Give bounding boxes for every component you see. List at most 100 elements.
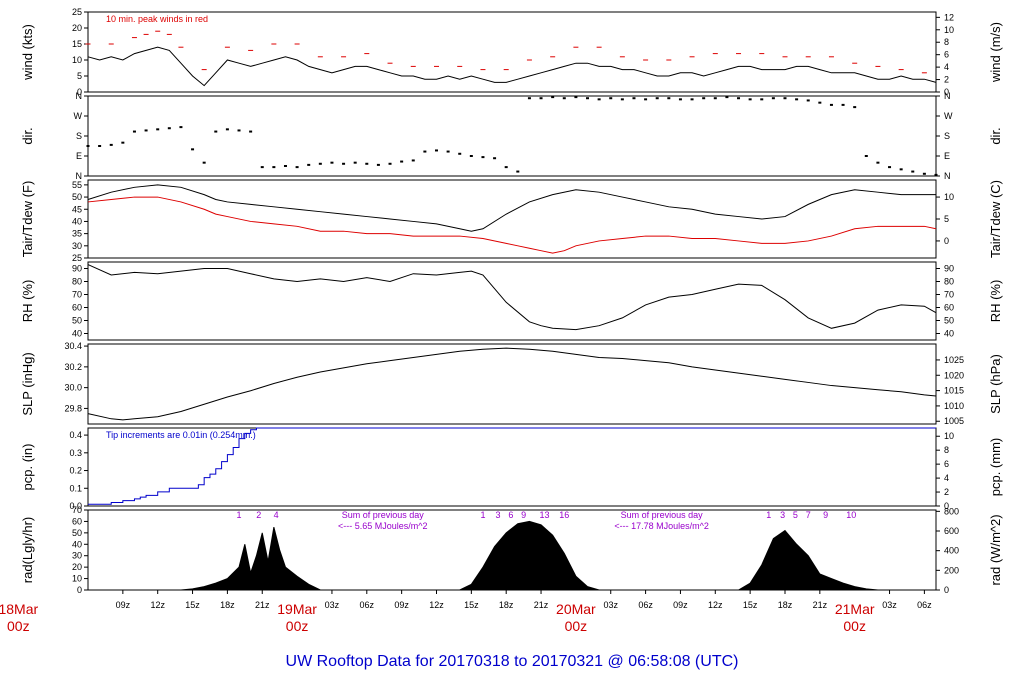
series-line-tdew bbox=[87, 196, 937, 254]
left-tick-label: 30 bbox=[72, 551, 82, 561]
direction-point bbox=[795, 98, 799, 101]
left-tick-label: 40 bbox=[72, 539, 82, 549]
direction-point bbox=[202, 161, 206, 164]
direction-point bbox=[283, 165, 287, 167]
y-axis-label-right: pcp. (mm) bbox=[988, 438, 1003, 497]
panel-annotation: Tip increments are 0.01in (0.254mm.) bbox=[106, 430, 256, 440]
left-tick-label: 30 bbox=[72, 241, 82, 251]
right-tick-label: 12 bbox=[944, 12, 954, 22]
right-tick-label: 40 bbox=[944, 329, 954, 339]
direction-point bbox=[586, 97, 590, 100]
hour-marker: 3 bbox=[780, 510, 785, 520]
direction-point bbox=[690, 98, 694, 101]
direction-point bbox=[388, 162, 392, 165]
direction-point bbox=[260, 166, 264, 169]
hour-marker: 13 bbox=[540, 510, 550, 520]
right-tick-label: 1010 bbox=[944, 401, 964, 411]
x-tick-label: 15z bbox=[743, 600, 758, 610]
y-axis-label-left: rad(Lgly/hr) bbox=[20, 517, 35, 583]
date-label-day: 19Mar bbox=[277, 601, 317, 617]
direction-point bbox=[98, 145, 102, 147]
left-tick-label: 55 bbox=[72, 180, 82, 190]
panel-frame bbox=[87, 343, 937, 425]
right-tick-label: 2 bbox=[944, 75, 949, 85]
right-tick-label: E bbox=[944, 151, 950, 161]
right-tick-label: 4 bbox=[944, 62, 949, 72]
x-tick-label: 15z bbox=[185, 600, 200, 610]
left-tick-label: 20 bbox=[72, 562, 82, 572]
direction-point bbox=[225, 128, 229, 131]
right-tick-label: 400 bbox=[944, 546, 959, 556]
right-tick-label: 0 bbox=[944, 585, 949, 595]
right-tick-label: W bbox=[944, 111, 953, 121]
hour-marker: 1 bbox=[237, 510, 242, 520]
left-tick-label: 45 bbox=[72, 204, 82, 214]
direction-point bbox=[818, 101, 822, 104]
direction-point bbox=[771, 97, 775, 100]
panel-wind: 0 5 10 15 20 25 0 2 4 6 8 10 12 wind (kts) wind (m/s) 1… bbox=[20, 7, 1003, 97]
direction-point bbox=[678, 98, 682, 101]
direction-point bbox=[632, 97, 636, 100]
y-axis-label-left: Tair/Tdew (F) bbox=[20, 181, 35, 258]
hour-marker: 16 bbox=[559, 510, 569, 520]
chart-title: UW Rooftop Data for 20170318 to 20170321… bbox=[286, 653, 739, 670]
right-tick-label: 1015 bbox=[944, 386, 964, 396]
y-axis-label-left: pcp. (in) bbox=[20, 444, 35, 491]
hour-marker: 9 bbox=[823, 510, 828, 520]
x-tick-label: 03z bbox=[325, 600, 340, 610]
right-tick-label: 600 bbox=[944, 526, 959, 536]
left-tick-label: 60 bbox=[72, 516, 82, 526]
y-axis-label-right: dir. bbox=[988, 127, 1003, 144]
x-tick-label: 21z bbox=[813, 600, 828, 610]
direction-point bbox=[481, 156, 485, 159]
date-label-time: 00z bbox=[843, 618, 866, 634]
x-tick-label: 12z bbox=[708, 600, 723, 610]
direction-point bbox=[504, 166, 508, 169]
series-line-precip bbox=[88, 427, 936, 505]
direction-point bbox=[655, 97, 659, 100]
date-label-day: 18Mar bbox=[0, 601, 38, 617]
direction-point bbox=[214, 130, 218, 133]
direction-point bbox=[376, 163, 380, 166]
direction-point bbox=[934, 173, 938, 176]
direction-point bbox=[469, 155, 473, 157]
x-tick-label: 06z bbox=[638, 600, 653, 610]
hour-marker: 1 bbox=[766, 510, 771, 520]
right-tick-label: 0 bbox=[944, 87, 949, 97]
hour-marker: 6 bbox=[508, 510, 513, 520]
left-tick-label: 30.2 bbox=[64, 362, 82, 372]
direction-point bbox=[574, 96, 578, 99]
direction-point bbox=[307, 163, 311, 166]
y-axis-label-left: wind (kts) bbox=[20, 24, 35, 81]
x-tick-label: 09z bbox=[116, 600, 131, 610]
left-tick-label: 10 bbox=[72, 55, 82, 65]
right-tick-label: 60 bbox=[944, 303, 954, 313]
direction-point bbox=[365, 162, 369, 165]
direction-point bbox=[737, 97, 741, 100]
left-tick-label: 40 bbox=[72, 329, 82, 339]
series-line-rh bbox=[87, 264, 937, 331]
panel-frame bbox=[87, 95, 937, 177]
left-tick-label: 0 bbox=[77, 87, 82, 97]
hour-marker: 1 bbox=[480, 510, 485, 520]
left-tick-label: 0.2 bbox=[69, 466, 82, 476]
direction-point bbox=[760, 98, 764, 101]
right-tick-label: 1005 bbox=[944, 416, 964, 426]
panel-temp: 25 30 35 40 45 50 55 0 5 10 Tair/Tdew (F) Tair/Tdew… bbox=[20, 179, 1003, 263]
right-tick-label: 8 bbox=[944, 37, 949, 47]
direction-point bbox=[527, 97, 531, 100]
panel-rh: 40 50 60 70 80 90 40 50 60 70 80 90 RH (%) RH (%) bbox=[20, 261, 1003, 341]
x-tick-label: 21z bbox=[534, 600, 549, 610]
direction-point bbox=[516, 170, 520, 173]
series-line-tair bbox=[87, 184, 936, 232]
left-tick-label: 20 bbox=[72, 23, 82, 33]
left-tick-label: 60 bbox=[72, 303, 82, 313]
direction-point bbox=[829, 103, 833, 106]
left-tick-label: 50 bbox=[72, 316, 82, 326]
direction-point bbox=[446, 150, 450, 153]
hour-marker: 4 bbox=[274, 510, 279, 520]
left-tick-label: 70 bbox=[72, 290, 82, 300]
date-label-time: 00z bbox=[565, 618, 588, 634]
direction-point bbox=[400, 160, 404, 163]
